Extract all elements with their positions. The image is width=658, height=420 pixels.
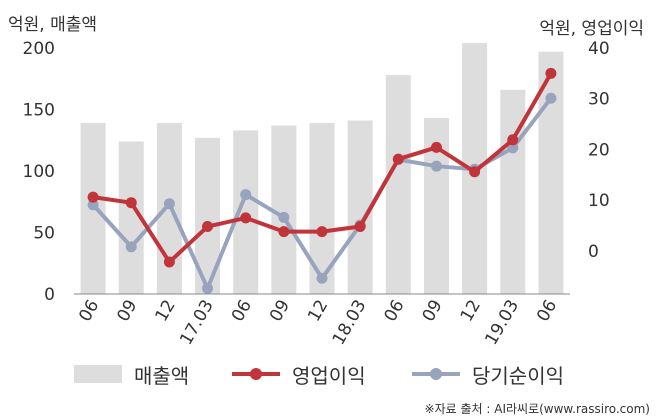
legend-swatch-net-profit [412, 368, 460, 380]
legend-item-revenue: 매출액 [74, 358, 189, 390]
operating-profit-point [278, 226, 290, 238]
operating-profit-point [316, 226, 328, 238]
left-axis-tick-label: 200 [23, 39, 55, 59]
legend-label-operating-profit: 영업이익 [292, 363, 366, 388]
operating-profit-point [163, 256, 175, 268]
x-axis-tick-label: 06 [75, 297, 103, 326]
legend-label-revenue: 매출액 [134, 363, 190, 388]
net-profit-point [278, 211, 290, 223]
right-axis-tick-label: 40 [588, 39, 610, 59]
net-profit-point [163, 198, 175, 210]
operating-profit-point [240, 212, 252, 224]
net-profit-point [316, 272, 328, 284]
right-axis-ticks: 0 10 20 30 40 [588, 39, 610, 262]
left-axis-tick-label: 150 [23, 101, 55, 121]
left-axis-tick-label: 50 [33, 224, 55, 244]
revenue-bar [500, 89, 526, 294]
x-axis-tick-label: 12 [457, 297, 485, 326]
right-axis-tick-label: 10 [588, 191, 610, 211]
x-axis-tick-label: 09 [113, 297, 141, 326]
revenue-bar [538, 51, 564, 294]
x-axis-tick-label: 17.03 [176, 297, 218, 349]
net-profit-point [240, 189, 252, 201]
right-axis-unit: 억원, 영업이익 [539, 19, 644, 39]
left-axis-ticks: 0 50 100 150 200 [23, 39, 55, 305]
x-axis-tick-label: 18.03 [329, 297, 371, 349]
legend-item-net-profit: 당기순이익 [412, 358, 564, 390]
legend-label-net-profit: 당기순이익 [472, 363, 564, 388]
legend-swatch-operating-profit [232, 368, 280, 380]
net-profit-point [545, 92, 557, 104]
x-axis-tick-label: 09 [266, 297, 294, 326]
legend: 매출액 영업이익 당기순이익 [0, 358, 658, 390]
x-axis-tick-label: 19.03 [481, 297, 523, 349]
left-axis-tick-label: 100 [23, 162, 55, 182]
revenue-bar [385, 75, 411, 294]
net-profit-point [202, 282, 214, 294]
operating-profit-point [202, 221, 214, 233]
operating-profit-point [545, 67, 557, 79]
x-axis-tick-label: 09 [419, 297, 447, 326]
operating-profit-point [469, 166, 481, 178]
x-axis-tick-label: 06 [380, 297, 408, 326]
source-note: ※자료 출처 : AI라씨로(www.rassiro.com) [424, 402, 650, 416]
operating-profit-point [87, 191, 99, 203]
x-axis-tick-label: 12 [304, 297, 332, 326]
left-axis-tick-label: 0 [44, 285, 55, 305]
legend-item-operating-profit: 영업이익 [232, 358, 366, 390]
operating-profit-point [125, 197, 137, 209]
net-profit-point [125, 241, 137, 253]
operating-profit-point [430, 141, 442, 153]
net-profit-point [507, 142, 519, 154]
right-axis-tick-label: 30 [588, 90, 610, 110]
right-axis-tick-label: 20 [588, 140, 610, 160]
operating-profit-point [392, 153, 404, 165]
net-profit-point [430, 160, 442, 172]
x-axis-tick-label: 06 [228, 297, 256, 326]
operating-profit-point [507, 134, 519, 146]
net-profit-point [87, 199, 99, 211]
revenue-bars [80, 43, 564, 295]
x-axis-tick-label: 06 [533, 297, 561, 326]
legend-swatch-revenue [74, 365, 122, 383]
x-axis-tick-label: 12 [152, 297, 180, 326]
revenue-bar [271, 125, 297, 295]
operating-profit-point [354, 221, 366, 233]
right-axis-tick-label: 0 [588, 242, 599, 262]
left-axis-unit: 억원, 매출액 [8, 15, 98, 35]
operating-profit-line [87, 67, 557, 268]
